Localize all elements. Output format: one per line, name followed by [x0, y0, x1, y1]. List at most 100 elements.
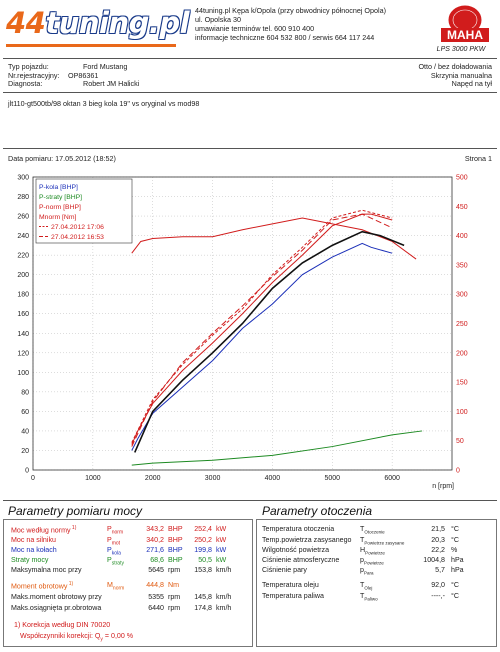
- param-value-1: 444,8: [146, 581, 164, 589]
- footnote-coefficients: Współczynniki korekcji: Qy = 0,00 %: [20, 632, 134, 643]
- param-value-1: 68,6: [150, 556, 164, 564]
- ambient-unit: °C: [451, 581, 459, 589]
- x-tick-label: 3000: [205, 475, 221, 482]
- param-value-2: 199,8: [194, 546, 212, 554]
- y-left-tick-label: 200: [17, 272, 29, 279]
- param-label: Straty mocy: [11, 556, 49, 564]
- param-unit-2: km/h: [216, 604, 232, 612]
- param-unit-1: Nm: [168, 581, 180, 589]
- series-line: [131, 209, 393, 443]
- ambient-params-title: Parametry otoczenia: [262, 504, 373, 518]
- param-value-2: 50,5: [198, 556, 212, 564]
- param-value-1: 343,2: [146, 525, 164, 533]
- series-line: [131, 213, 393, 445]
- ambient-unit: hPa: [451, 566, 464, 574]
- param-symbol: Pnorm: [107, 525, 124, 536]
- ambient-unit: %: [451, 546, 458, 554]
- param-value-2: 250,2: [194, 536, 212, 544]
- dyno-model: LPS 3000 PKW: [436, 46, 486, 53]
- y-left-tick-label: 300: [17, 175, 29, 182]
- param-unit-1: BHP: [168, 525, 183, 533]
- ambient-unit: °C: [451, 525, 459, 533]
- param-unit-2: kW: [216, 556, 227, 564]
- param-value-1: 340,2: [146, 536, 164, 544]
- y-right-tick-label: 50: [456, 438, 464, 445]
- ambient-symbol: pPowietrze: [360, 556, 384, 566]
- vehicle-info: Typ pojazdu: Ford Mustang Nr.rejestracyjn…: [8, 62, 139, 89]
- ambient-value: 22,2: [431, 546, 445, 554]
- y-left-tick-label: 220: [17, 253, 29, 260]
- ambient-value: ----,-: [431, 592, 445, 600]
- ambient-value: 21,5: [431, 525, 445, 533]
- param-value-1: 6440: [148, 604, 164, 612]
- ambient-symbol: TOlej: [360, 581, 373, 591]
- param-unit-2: kW: [216, 536, 227, 544]
- y-left-tick-label: 140: [17, 331, 29, 338]
- page-number: Strona 1: [464, 154, 492, 163]
- y-left-tick-label: 20: [21, 448, 29, 455]
- ambient-unit: °C: [451, 592, 459, 600]
- param-symbol: Pkola: [107, 546, 121, 557]
- x-tick-label: 0: [31, 475, 35, 482]
- param-unit-1: BHP: [168, 556, 183, 564]
- y-right-tick-label: 250: [456, 321, 468, 328]
- param-value-1: 5645: [148, 566, 164, 574]
- divider: [3, 92, 497, 93]
- y-left-tick-label: 260: [17, 214, 29, 221]
- ambient-symbol: TPaliwo: [360, 592, 378, 602]
- param-symbol: Pstraty: [107, 556, 124, 567]
- ambient-value: 5,7: [435, 566, 445, 574]
- y-right-tick-label: 0: [456, 468, 460, 475]
- series-line: [131, 217, 417, 260]
- y-left-tick-label: 280: [17, 194, 29, 201]
- param-symbol: Mnorm: [107, 581, 125, 592]
- ambient-symbol: TPowietrze zasysane: [360, 536, 405, 546]
- param-unit-1: rpm: [168, 566, 181, 574]
- ambient-label: Temperatura oleju: [262, 581, 319, 589]
- y-right-tick-label: 450: [456, 204, 468, 211]
- address-line: 44tuning.pl Kępa k/Opola (przy obwodnicy…: [195, 6, 386, 15]
- field-label: Typ pojazdu:: [8, 62, 49, 71]
- ambient-label: Temperatura otoczenia: [262, 525, 335, 533]
- measurement-date: Data pomiaru: 17.05.2012 (18:52): [8, 154, 116, 163]
- drive-type: Napęd na tył: [451, 79, 492, 88]
- y-right-tick-label: 500: [456, 175, 468, 182]
- registration-number: OP86361: [68, 70, 99, 80]
- param-value-2: 145,8: [194, 593, 212, 601]
- param-unit-2: km/h: [216, 566, 232, 574]
- x-tick-label: 1000: [85, 475, 101, 482]
- y-left-tick-label: 160: [17, 311, 29, 318]
- x-tick-label: 6000: [384, 475, 400, 482]
- x-axis-label: n [rpm]: [432, 483, 454, 490]
- y-left-tick-label: 40: [21, 428, 29, 435]
- maha-logo: MAHA: [441, 4, 489, 42]
- param-label: Maksymalna moc przy: [11, 566, 82, 574]
- param-label: Moc na kołach: [11, 546, 57, 554]
- param-label: Moment obrotowy 1): [11, 581, 74, 591]
- param-value-2: 174,8: [194, 604, 212, 612]
- engine-type: Otto / bez doładowania: [418, 62, 492, 71]
- x-tick-label: 2000: [145, 475, 161, 482]
- y-right-tick-label: 400: [456, 233, 468, 240]
- series-line: [131, 213, 393, 447]
- ambient-value: 92,0: [431, 581, 445, 589]
- logo-underline: [6, 44, 176, 47]
- y-right-tick-label: 300: [456, 292, 468, 299]
- y-left-tick-label: 80: [21, 389, 29, 396]
- ambient-label: Temperatura paliwa: [262, 592, 324, 600]
- param-symbol: Pmot: [107, 536, 121, 547]
- field-label: Nr.rejestracyjny:: [8, 70, 60, 80]
- y-right-tick-label: 350: [456, 262, 468, 269]
- param-unit-2: kW: [216, 525, 227, 533]
- svg-text:MAHA: MAHA: [447, 28, 483, 42]
- y-right-tick-label: 150: [456, 380, 468, 387]
- param-label: Moc według normy 1): [11, 525, 77, 535]
- param-value-2: 252,4: [194, 525, 212, 533]
- footnote-correction: 1) Korekcja według DIN 70020: [14, 621, 111, 629]
- vehicle-type: Ford Mustang: [83, 62, 128, 71]
- legend-entry: P-straty [BHP]: [39, 194, 82, 201]
- y-left-tick-label: 0: [25, 468, 29, 475]
- gearbox-type: Skrzynia manualna: [430, 70, 492, 80]
- ambient-value: 1004,8: [423, 556, 445, 564]
- ambient-unit: hPa: [451, 556, 464, 564]
